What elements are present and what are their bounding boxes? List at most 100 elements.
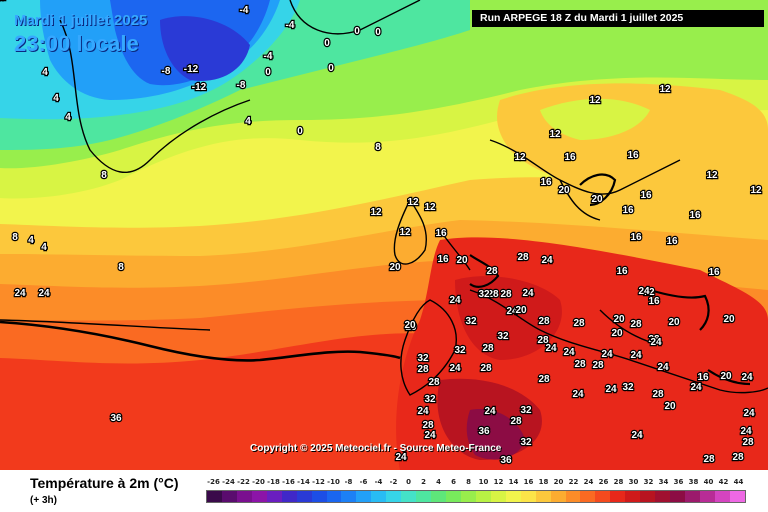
scale-tick-label: 14	[508, 478, 519, 486]
temperature-value-label: 28	[428, 377, 440, 388]
temperature-value-label: 28	[510, 416, 522, 427]
scale-tick-label: 10	[478, 478, 489, 486]
scale-swatch	[207, 491, 222, 502]
temperature-value-label: 12	[659, 84, 671, 95]
temperature-value-label: 28	[652, 389, 664, 400]
temperature-value-label: 4	[245, 116, 251, 127]
temperature-value-label: 28	[732, 452, 744, 463]
temperature-map: -4 -4 0 0 0 -8 -12 -12 -8 0 -4 0 4 4 4 8 4 8 4 8 0 4 8 12 12 12 12…	[0, 0, 768, 470]
temperature-value-label: 16	[435, 228, 447, 239]
temperature-value-label: 24	[506, 306, 518, 317]
scale-tick-label: 42	[718, 478, 729, 486]
scale-tick-label: 20	[553, 478, 564, 486]
temperature-value-label: -12	[192, 82, 207, 93]
temperature-value-label: 16	[630, 232, 642, 243]
temperature-value-label: 32	[424, 394, 436, 405]
scale-swatch	[595, 491, 611, 502]
temperature-value-label: -4	[286, 20, 295, 31]
temperature-value-label: 28	[422, 420, 434, 431]
temperature-value-label: 16	[564, 152, 576, 163]
temperature-value-label: 24	[484, 406, 496, 417]
temperature-value-label: 28	[538, 374, 550, 385]
temperature-value-label: 32	[520, 405, 532, 416]
scale-tick-label: -14	[297, 478, 310, 486]
temperature-value-label: 20	[664, 401, 676, 412]
temperature-value-label: 20	[720, 371, 732, 382]
date-label: Mardi 1 juillet 2025	[14, 12, 148, 29]
temperature-value-label: 12	[407, 197, 419, 208]
scale-swatch	[266, 491, 282, 502]
freezing-level-line	[0, 320, 401, 362]
temperature-value-label: 28	[574, 359, 586, 370]
scale-swatch	[685, 491, 700, 502]
temperature-value-label: 16	[666, 236, 678, 247]
scale-swatch	[520, 491, 536, 502]
temperature-value-label: 12	[0, 0, 6, 3]
coastlines	[0, 0, 768, 396]
temperature-value-label: 24	[605, 384, 617, 395]
scale-swatch	[326, 491, 342, 502]
temperature-value-label: 24	[395, 452, 407, 463]
scale-swatch	[640, 491, 656, 502]
temperature-value-label: 12	[514, 152, 526, 163]
temperature-value-label: 32	[417, 353, 429, 364]
temperature-value-label: -4	[240, 5, 249, 16]
temperature-value-label: -8	[162, 66, 171, 77]
scale-tick-label: -26	[207, 478, 220, 486]
temperature-value-label: 0	[375, 27, 381, 38]
temperature-value-label: 12	[643, 287, 655, 298]
temperature-value-label: 0	[328, 63, 334, 74]
legend-bar: Température à 2m (°C) (+ 3h) -26 -24 -22 -2…	[0, 470, 768, 512]
scale-tick-label: -24	[222, 478, 235, 486]
scale-tick-label: -18	[267, 478, 280, 486]
scale-swatch	[251, 491, 267, 502]
temperature-value-label: 24	[740, 426, 752, 437]
scale-tick-label: 30	[628, 478, 639, 486]
scale-tick-label: 38	[688, 478, 699, 486]
temperature-value-label: 16	[622, 205, 634, 216]
temperature-value-label: -8	[237, 80, 246, 91]
zone-32-iberia	[455, 276, 562, 360]
scale-tick-label: -6	[359, 478, 368, 486]
temperature-value-label: 16	[697, 372, 709, 383]
temperature-value-label: 20	[405, 322, 417, 333]
temperature-value-label: 24	[14, 288, 26, 299]
scale-swatch	[580, 491, 596, 502]
scale-swatch	[356, 491, 372, 502]
temperature-value-label: 20	[668, 317, 680, 328]
scale-tick-label: -2	[389, 478, 398, 486]
temperature-value-label: 12	[370, 207, 382, 218]
temperature-value-label: 16	[0, 0, 6, 3]
temperature-value-label: 16	[648, 296, 660, 307]
temperature-value-label: 4	[28, 235, 34, 246]
temperature-value-label: 24	[424, 430, 436, 441]
scale-swatch	[490, 491, 506, 502]
temperature-value-label: 0	[297, 126, 303, 137]
temperature-value-label: 20	[515, 305, 527, 316]
temperature-value-label: 28	[703, 454, 715, 465]
temperature-value-label: 28	[592, 360, 604, 371]
temperature-value-label: 28	[417, 364, 429, 375]
temperature-value-label: 20	[558, 185, 570, 196]
temperature-value-label: 8	[12, 232, 18, 243]
temperature-value-label: 24	[449, 295, 461, 306]
scale-tick-label: 40	[703, 478, 714, 486]
temperature-value-label: 4	[42, 67, 48, 78]
temperature-value-label: 36	[478, 426, 490, 437]
temperature-value-label: 28	[487, 289, 499, 300]
temperature-value-label: 4	[53, 93, 59, 104]
temperature-value-label: 24	[572, 389, 584, 400]
temperature-value-label: -4	[264, 51, 273, 62]
scale-tick-label: -8	[344, 478, 353, 486]
temperature-value-label: 24	[657, 362, 669, 373]
scale-swatch	[221, 491, 237, 502]
temperature-value-label: 28	[573, 318, 585, 329]
temperature-value-label: 28	[486, 266, 498, 277]
scale-tick-label: 4	[436, 478, 441, 486]
color-scale	[206, 490, 746, 503]
scale-tick-label: 26	[598, 478, 609, 486]
temperature-value-label: 24	[638, 286, 650, 297]
scale-swatch	[625, 491, 641, 502]
scale-swatch	[401, 491, 417, 502]
scale-tick-label: -10	[327, 478, 340, 486]
